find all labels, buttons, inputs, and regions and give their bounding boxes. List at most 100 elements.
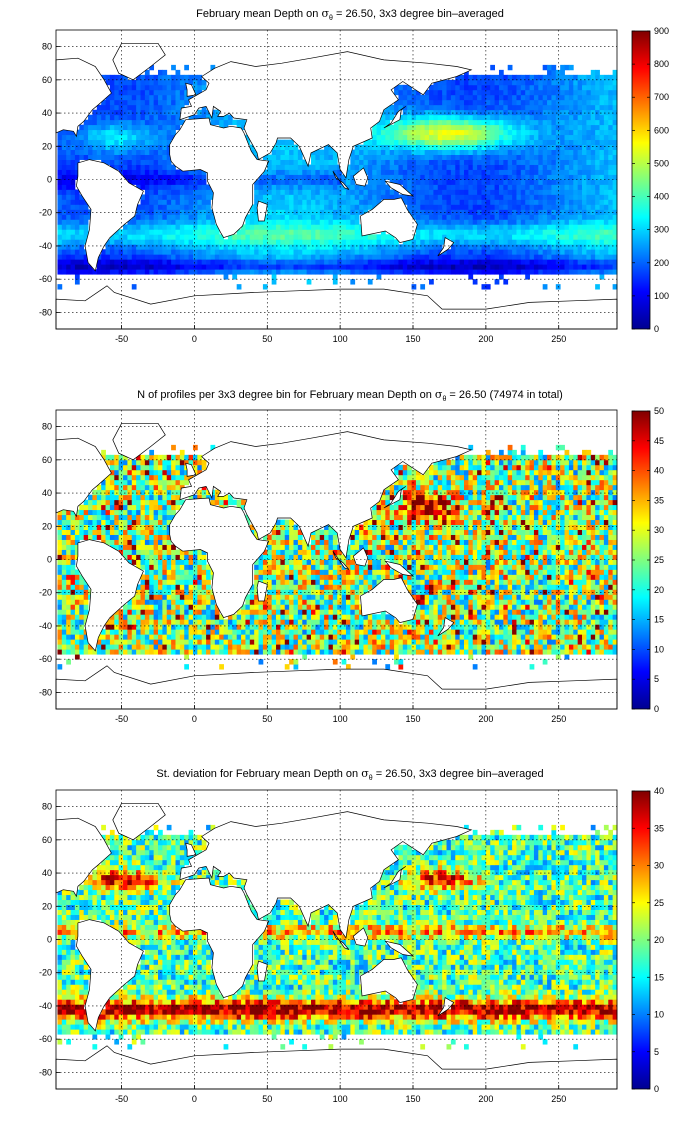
data-cell [485, 229, 491, 235]
data-cell [389, 164, 395, 170]
data-cell [582, 109, 587, 116]
data-cell [175, 219, 181, 225]
data-cell [118, 94, 124, 101]
data-cell [437, 94, 443, 101]
data-cell [538, 124, 544, 131]
data-cell [568, 259, 574, 265]
data-cell [385, 114, 391, 121]
data-cell [590, 204, 596, 210]
data-cell [555, 84, 561, 91]
data-cell [590, 174, 596, 180]
data-cell [262, 259, 268, 265]
data-cell [533, 619, 539, 625]
data-cell [582, 619, 587, 625]
data-cell [512, 159, 517, 165]
data-cell [311, 634, 316, 640]
data-cell [214, 224, 220, 230]
data-cell [144, 169, 150, 175]
data-cell [57, 134, 63, 141]
data-cell [158, 624, 163, 630]
data-cell [171, 89, 176, 96]
data-cell [468, 244, 474, 250]
data-cell [328, 614, 334, 620]
data-cell [376, 244, 382, 250]
data-cell [354, 259, 360, 265]
data-cell [564, 254, 570, 260]
data-cell [61, 264, 67, 270]
data-cell [472, 139, 478, 146]
data-cell [468, 129, 474, 136]
data-cell [184, 264, 189, 270]
data-cell [284, 139, 290, 146]
data-cell [402, 249, 408, 255]
colorbar-tick-label: 500 [654, 158, 669, 168]
data-cell [149, 234, 155, 240]
data-cell [411, 169, 417, 175]
data-cell [464, 99, 469, 106]
data-cell [171, 134, 176, 141]
data-cell [328, 169, 334, 175]
data-cell [92, 144, 98, 150]
data-cell [529, 249, 535, 255]
data-cell [512, 264, 517, 270]
data-cell [192, 79, 198, 86]
data-cell [472, 109, 478, 116]
data-cell [83, 209, 89, 215]
data-cell [525, 144, 530, 150]
data-cell [573, 109, 579, 116]
data-cell [197, 84, 203, 91]
data-cell [450, 84, 456, 91]
data-cell [407, 129, 412, 136]
data-cell [101, 149, 106, 155]
data-cell [512, 644, 517, 650]
data-cell [459, 619, 465, 625]
data-cell [70, 139, 76, 146]
data-cell [555, 139, 561, 146]
data-cell [332, 254, 338, 260]
data-cell [109, 134, 115, 141]
data-cell [411, 634, 417, 640]
data-cell [538, 229, 544, 235]
data-cell [297, 614, 303, 620]
data-cell [433, 159, 439, 165]
data-cell [57, 179, 63, 185]
data-cell [547, 74, 552, 81]
data-cell [603, 269, 609, 275]
data-cell [490, 204, 495, 210]
data-cell [118, 254, 124, 260]
data-cell [158, 639, 163, 645]
data-cell [464, 174, 469, 180]
data-cell [184, 619, 189, 625]
data-cell [398, 634, 404, 640]
data-cell [197, 194, 203, 200]
data-cell [582, 224, 587, 230]
data-cell [446, 194, 452, 200]
data-cell [210, 629, 216, 635]
data-cell [149, 84, 155, 91]
data-cell [123, 139, 128, 146]
data-cell [398, 659, 404, 665]
data-cell [599, 99, 605, 106]
data-cell [345, 199, 351, 205]
data-cell [367, 259, 373, 265]
data-cell [227, 239, 233, 245]
data-cell [61, 644, 67, 650]
data-cell [542, 99, 548, 106]
data-cell [332, 639, 338, 645]
data-cell [149, 629, 155, 635]
data-cell [415, 109, 421, 116]
data-cell [262, 614, 268, 620]
data-cell [74, 169, 80, 175]
data-cell [144, 99, 150, 106]
data-cell [171, 104, 176, 111]
data-cell [568, 644, 574, 650]
data-cell [468, 169, 474, 175]
data-cell [485, 244, 491, 250]
data-cell [477, 184, 482, 190]
data-cell [490, 194, 495, 200]
data-cell [455, 254, 461, 260]
data-cell [158, 129, 163, 136]
data-cell [131, 269, 137, 275]
data-cell [153, 254, 159, 260]
data-cell [345, 179, 351, 185]
